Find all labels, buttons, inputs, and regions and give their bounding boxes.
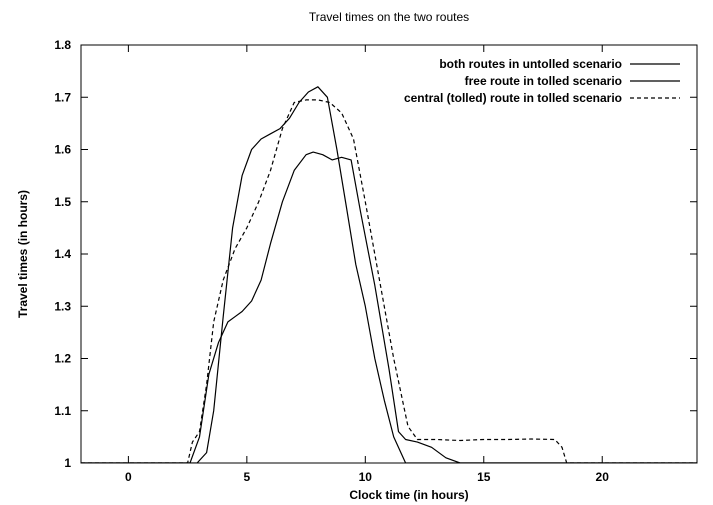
x-tick-label: 20 (596, 470, 610, 484)
y-tick-label: 1.1 (54, 404, 71, 418)
x-tick-label: 15 (477, 470, 491, 484)
y-axis-label: Travel times (in hours) (16, 190, 30, 318)
y-tick-label: 1.6 (54, 143, 71, 157)
y-tick-label: 1 (64, 456, 71, 470)
y-tick-label: 1.4 (54, 247, 71, 261)
y-tick-label: 1.2 (54, 352, 71, 366)
chart-title: Travel times on the two routes (309, 10, 469, 24)
series-line-2 (81, 151, 697, 463)
y-tick-label: 1.5 (54, 195, 71, 209)
y-tick-label: 1.7 (54, 90, 71, 104)
legend-label-3: central (tolled) route in tolled scenari… (404, 91, 622, 105)
x-tick-label: 5 (244, 470, 251, 484)
axis-ticks: 0 5 10 15 20 1 1.1 1.2 1.3 1.4 1.5 1.6 1.7 1.8 (54, 38, 697, 484)
y-tick-label: 1.8 (54, 38, 71, 52)
series-lines (81, 86, 697, 463)
x-tick-label: 0 (125, 470, 132, 484)
y-tick-label: 1.3 (54, 299, 71, 313)
x-tick-label: 10 (359, 470, 373, 484)
legend-label-2: free route in tolled scenario (465, 74, 622, 88)
legend-label-1: both routes in untolled scenario (439, 57, 622, 71)
series-line-3 (81, 99, 697, 463)
legend: both routes in untolled scenario free rou… (404, 57, 680, 105)
x-axis-label: Clock time (in hours) (349, 488, 468, 502)
series-line-1 (81, 86, 697, 463)
